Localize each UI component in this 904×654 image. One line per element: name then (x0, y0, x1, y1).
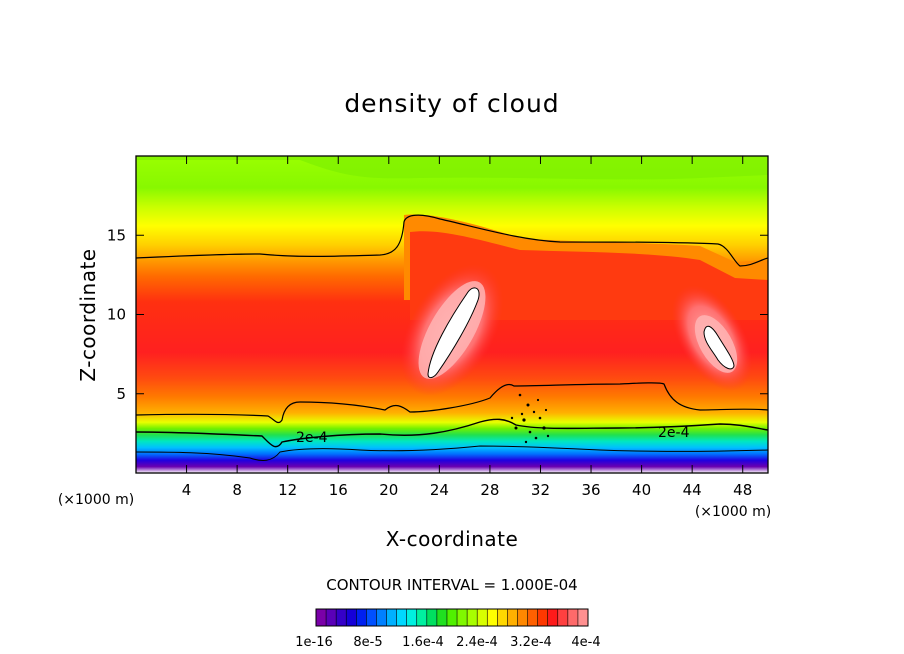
y-axis-title: Z-coordinate (76, 248, 100, 381)
colorbar-labels: 1e-16 8e-5 1.6e-4 2.4e-4 3.2e-4 4e-4 (295, 635, 600, 650)
contour-upper (136, 214, 768, 267)
y-tick-label: 5 (116, 385, 126, 403)
colorbar-swatch (557, 609, 569, 626)
x-tick-label: 32 (531, 481, 550, 499)
x-unit-left: (×1000 m) (58, 492, 134, 508)
colorbar-swatch (386, 609, 397, 626)
colorbar-swatch (326, 609, 337, 626)
x-tick-label: 40 (632, 481, 651, 499)
colorbar-swatch (336, 609, 347, 626)
colorbar-swatch (436, 609, 448, 626)
contour-label-right: 2e-4 (658, 425, 690, 441)
colorbar-swatch (567, 609, 579, 626)
colorbar-swatch (547, 609, 559, 626)
x-tick-label: 44 (683, 481, 702, 499)
cloud-core-left (427, 287, 480, 379)
y-tick-label: 10 (107, 306, 126, 324)
colorbar-frame (315, 608, 589, 627)
upper-band (136, 156, 768, 180)
contour-lowest (136, 445, 768, 461)
colorbar-swatch (366, 609, 377, 626)
colorbar-label: 3.2e-4 (510, 635, 552, 650)
plot-area (136, 156, 768, 473)
colorbar-swatch (416, 609, 428, 626)
colorbar-swatch (356, 609, 367, 626)
colorbar-swatch (477, 609, 488, 626)
colorbar-label: 8e-5 (353, 635, 382, 650)
y-tick-label: 15 (107, 226, 126, 244)
x-tick-label: 48 (733, 481, 752, 499)
colorbar-swatch (426, 609, 438, 626)
colorbar-swatch (467, 609, 478, 626)
colorbar-swatch (487, 609, 498, 626)
chart-title: density of cloud (344, 89, 559, 118)
colorbar-swatch (507, 609, 518, 626)
convective-noise (510, 393, 550, 444)
colorbar-label: 1e-16 (295, 635, 333, 650)
x-tick-label: 24 (430, 481, 449, 499)
colorbar-swatch (316, 609, 327, 626)
colorbar-swatch (446, 609, 458, 626)
x-tick-label: 12 (278, 481, 297, 499)
colorbar (315, 608, 589, 627)
colorbar-label: 2.4e-4 (456, 635, 498, 650)
contour-interval: CONTOUR INTERVAL = 1.000E-04 (326, 576, 577, 594)
colorbar-swatch (527, 609, 539, 626)
colorbar-swatch (346, 609, 357, 626)
colorbar-swatch (396, 609, 408, 626)
x-tick-label: 4 (182, 481, 192, 499)
x-tick-label: 16 (329, 481, 348, 499)
contour-lower (136, 382, 768, 424)
colorbar-swatch (517, 609, 528, 626)
colorbar-swatch (376, 609, 387, 626)
x-tick-label: 28 (480, 481, 499, 499)
x-tick-label: 20 (379, 481, 398, 499)
colorbar-label: 4e-4 (571, 635, 600, 650)
colorbar-swatch (577, 609, 589, 626)
x-unit-right: (×1000 m) (695, 504, 771, 520)
x-axis: 4 8 12 16 20 24 28 32 36 40 44 48 (182, 156, 752, 499)
cloud-core-right (703, 325, 735, 370)
x-tick-label: 8 (232, 481, 242, 499)
x-axis-title: X-coordinate (386, 527, 519, 551)
contour-label-left: 2e-4 (296, 430, 328, 446)
colorbar-swatch (497, 609, 508, 626)
contour-2e4 (136, 418, 768, 448)
colorbar-swatch (406, 609, 418, 626)
colorbar-swatch (537, 609, 549, 626)
y-axis: 5 10 15 (107, 226, 768, 403)
colorbar-label: 1.6e-4 (402, 635, 444, 650)
x-tick-label: 36 (581, 481, 600, 499)
colorbar-swatch (457, 609, 468, 626)
